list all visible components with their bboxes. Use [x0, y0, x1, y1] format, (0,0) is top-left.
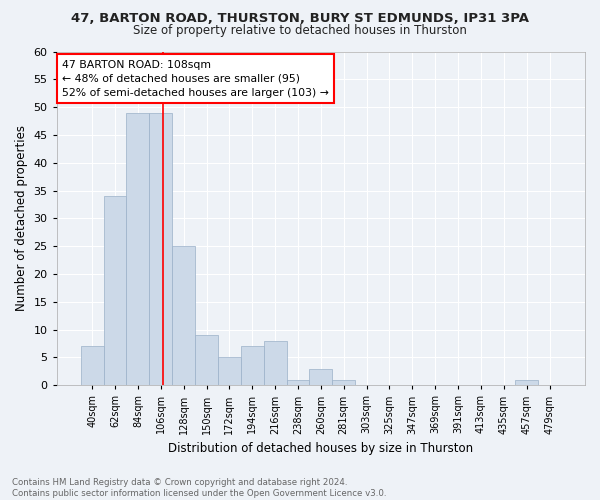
- Bar: [310, 368, 332, 386]
- Bar: [195, 335, 218, 386]
- Bar: [218, 358, 241, 386]
- Bar: [332, 380, 355, 386]
- Bar: [149, 112, 172, 386]
- Bar: [515, 380, 538, 386]
- Bar: [127, 112, 149, 386]
- Bar: [172, 246, 195, 386]
- X-axis label: Distribution of detached houses by size in Thurston: Distribution of detached houses by size …: [168, 442, 473, 455]
- Y-axis label: Number of detached properties: Number of detached properties: [15, 126, 28, 312]
- Text: 47, BARTON ROAD, THURSTON, BURY ST EDMUNDS, IP31 3PA: 47, BARTON ROAD, THURSTON, BURY ST EDMUN…: [71, 12, 529, 26]
- Bar: [263, 341, 287, 386]
- Text: Size of property relative to detached houses in Thurston: Size of property relative to detached ho…: [133, 24, 467, 37]
- Text: Contains HM Land Registry data © Crown copyright and database right 2024.
Contai: Contains HM Land Registry data © Crown c…: [12, 478, 386, 498]
- Bar: [81, 346, 104, 386]
- Bar: [104, 196, 127, 386]
- Text: 47 BARTON ROAD: 108sqm
← 48% of detached houses are smaller (95)
52% of semi-det: 47 BARTON ROAD: 108sqm ← 48% of detached…: [62, 60, 329, 98]
- Bar: [287, 380, 310, 386]
- Bar: [241, 346, 263, 386]
